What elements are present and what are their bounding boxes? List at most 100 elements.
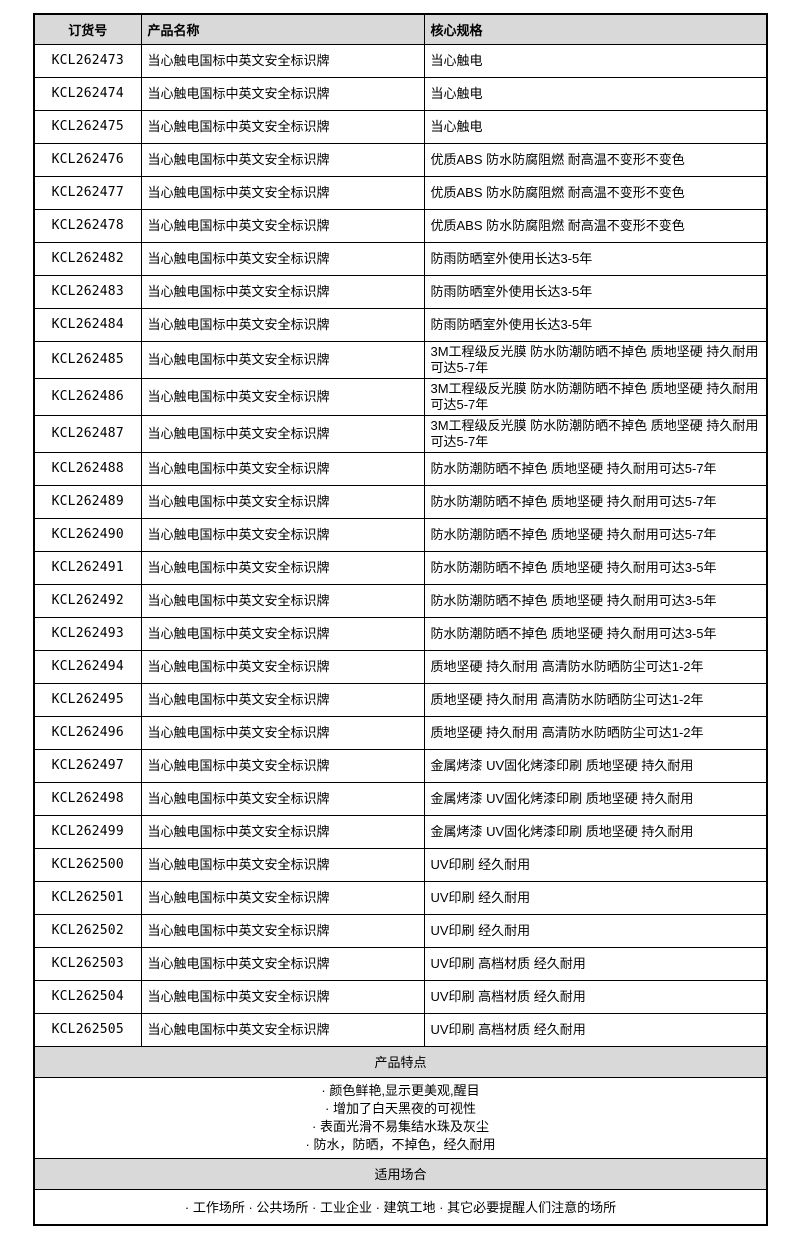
order-id-cell: KCL262491 — [33, 550, 142, 585]
product-name-cell: 当心触电国标中英文安全标识牌 — [140, 913, 425, 948]
spec-cell: 金属烤漆 UV固化烤漆印刷 质地坚硬 持久耐用 — [423, 748, 768, 783]
spec-cell: UV印刷 高档材质 经久耐用 — [423, 1012, 768, 1047]
spec-cell: UV印刷 高档材质 经久耐用 — [423, 979, 768, 1014]
product-name-cell: 当心触电国标中英文安全标识牌 — [140, 682, 425, 717]
product-name-cell: 当心触电国标中英文安全标识牌 — [140, 241, 425, 276]
order-id-cell: KCL262486 — [33, 377, 142, 416]
table-row: KCL262491 当心触电国标中英文安全标识牌 防水防潮防晒不掉色 质地坚硬 持久… — [33, 550, 768, 585]
spec-cell: 质地坚硬 持久耐用 高清防水防晒防尘可达1-2年 — [423, 682, 768, 717]
table-row: KCL262487 当心触电国标中英文安全标识牌 3M工程级反光膜 防水防潮防晒不掉… — [33, 414, 768, 453]
feature-item: · 颜色鲜艳,显示更美观,醒目 — [321, 1082, 480, 1098]
header-row: 订货号 产品名称 核心规格 — [33, 13, 768, 45]
column-header-order-id: 订货号 — [33, 13, 142, 45]
spec-cell: 优质ABS 防水防腐阻燃 耐高温不变形不变色 — [423, 208, 768, 243]
spec-cell: 防雨防晒室外使用长达3-5年 — [423, 274, 768, 309]
spec-cell: 质地坚硬 持久耐用 高清防水防晒防尘可达1-2年 — [423, 649, 768, 684]
order-id-cell: KCL262495 — [33, 682, 142, 717]
spec-cell: 防水防潮防晒不掉色 质地坚硬 持久耐用可达3-5年 — [423, 616, 768, 651]
table-row: KCL262496 当心触电国标中英文安全标识牌 质地坚硬 持久耐用 高清防水防晒防… — [33, 715, 768, 750]
product-name-cell: 当心触电国标中英文安全标识牌 — [140, 781, 425, 816]
spec-cell: UV印刷 经久耐用 — [423, 913, 768, 948]
column-header-product-name: 产品名称 — [140, 13, 425, 45]
table-body: KCL262473 当心触电国标中英文安全标识牌 当心触电 KCL262474 当心触电… — [33, 43, 768, 1047]
spec-cell: 优质ABS 防水防腐阻燃 耐高温不变形不变色 — [423, 142, 768, 177]
table-row: KCL262501 当心触电国标中英文安全标识牌 UV印刷 经久耐用 — [33, 880, 768, 915]
spec-cell: UV印刷 高档材质 经久耐用 — [423, 946, 768, 981]
table-row: KCL262484 当心触电国标中英文安全标识牌 防雨防晒室外使用长达3-5年 — [33, 307, 768, 342]
table-row: KCL262474 当心触电国标中英文安全标识牌 当心触电 — [33, 76, 768, 111]
features-list: · 颜色鲜艳,显示更美观,醒目 · 增加了白天黑夜的可视性 · 表面光滑不易集结水珠… — [41, 1082, 760, 1154]
product-name-cell: 当心触电国标中英文安全标识牌 — [140, 517, 425, 552]
product-name-cell: 当心触电国标中英文安全标识牌 — [140, 340, 425, 379]
table-row: KCL262477 当心触电国标中英文安全标识牌 优质ABS 防水防腐阻燃 耐高温不… — [33, 175, 768, 210]
product-name-cell: 当心触电国标中英文安全标识牌 — [140, 175, 425, 210]
order-id-cell: KCL262475 — [33, 109, 142, 144]
order-id-cell: KCL262483 — [33, 274, 142, 309]
feature-item: · 防水，防晒，不掉色，经久耐用 — [305, 1136, 496, 1152]
product-name-cell: 当心触电国标中英文安全标识牌 — [140, 307, 425, 342]
product-name-cell: 当心触电国标中英文安全标识牌 — [140, 880, 425, 915]
product-name-cell: 当心触电国标中英文安全标识牌 — [140, 377, 425, 416]
order-id-cell: KCL262493 — [33, 616, 142, 651]
table-row: KCL262499 当心触电国标中英文安全标识牌 金属烤漆 UV固化烤漆印刷 质地坚… — [33, 814, 768, 849]
order-id-cell: KCL262487 — [33, 414, 142, 453]
product-name-cell: 当心触电国标中英文安全标识牌 — [140, 979, 425, 1014]
order-id-cell: KCL262490 — [33, 517, 142, 552]
usage-text: · 工作场所 · 公共场所 · 工业企业 · 建筑工地 · 其它必要提醒人们注意… — [33, 1188, 768, 1226]
features-title-row: 产品特点 — [33, 1045, 768, 1078]
product-name-cell: 当心触电国标中英文安全标识牌 — [140, 109, 425, 144]
product-name-cell: 当心触电国标中英文安全标识牌 — [140, 484, 425, 519]
product-name-cell: 当心触电国标中英文安全标识牌 — [140, 847, 425, 882]
order-id-cell: KCL262489 — [33, 484, 142, 519]
spec-cell: 当心触电 — [423, 109, 768, 144]
table-row: KCL262493 当心触电国标中英文安全标识牌 防水防潮防晒不掉色 质地坚硬 持久… — [33, 616, 768, 651]
table-row: KCL262502 当心触电国标中英文安全标识牌 UV印刷 经久耐用 — [33, 913, 768, 948]
order-id-cell: KCL262484 — [33, 307, 142, 342]
order-id-cell: KCL262496 — [33, 715, 142, 750]
product-name-cell: 当心触电国标中英文安全标识牌 — [140, 208, 425, 243]
product-name-cell: 当心触电国标中英文安全标识牌 — [140, 748, 425, 783]
order-id-cell: KCL262478 — [33, 208, 142, 243]
table-row: KCL262494 当心触电国标中英文安全标识牌 质地坚硬 持久耐用 高清防水防晒防… — [33, 649, 768, 684]
order-id-cell: KCL262488 — [33, 451, 142, 486]
order-id-cell: KCL262502 — [33, 913, 142, 948]
usage-content-row: · 工作场所 · 公共场所 · 工业企业 · 建筑工地 · 其它必要提醒人们注意… — [33, 1188, 768, 1226]
order-id-cell: KCL262497 — [33, 748, 142, 783]
product-name-cell: 当心触电国标中英文安全标识牌 — [140, 43, 425, 78]
product-name-cell: 当心触电国标中英文安全标识牌 — [140, 274, 425, 309]
table-row: KCL262478 当心触电国标中英文安全标识牌 优质ABS 防水防腐阻燃 耐高温不… — [33, 208, 768, 243]
order-id-cell: KCL262476 — [33, 142, 142, 177]
product-name-cell: 当心触电国标中英文安全标识牌 — [140, 616, 425, 651]
order-id-cell: KCL262492 — [33, 583, 142, 618]
spec-cell: 金属烤漆 UV固化烤漆印刷 质地坚硬 持久耐用 — [423, 781, 768, 816]
feature-item: · 增加了白天黑夜的可视性 — [325, 1100, 476, 1116]
spec-cell: 3M工程级反光膜 防水防潮防晒不掉色 质地坚硬 持久耐用可达5-7年 — [423, 340, 768, 379]
order-id-cell: KCL262503 — [33, 946, 142, 981]
product-name-cell: 当心触电国标中英文安全标识牌 — [140, 715, 425, 750]
order-id-cell: KCL262473 — [33, 43, 142, 78]
spec-cell: 防水防潮防晒不掉色 质地坚硬 持久耐用可达3-5年 — [423, 583, 768, 618]
table-row: KCL262505 当心触电国标中英文安全标识牌 UV印刷 高档材质 经久耐用 — [33, 1012, 768, 1047]
spec-cell: 防雨防晒室外使用长达3-5年 — [423, 241, 768, 276]
table-row: KCL262473 当心触电国标中英文安全标识牌 当心触电 — [33, 43, 768, 78]
spec-cell: 防雨防晒室外使用长达3-5年 — [423, 307, 768, 342]
spec-cell: 防水防潮防晒不掉色 质地坚硬 持久耐用可达5-7年 — [423, 484, 768, 519]
table-row: KCL262490 当心触电国标中英文安全标识牌 防水防潮防晒不掉色 质地坚硬 持久… — [33, 517, 768, 552]
table-row: KCL262489 当心触电国标中英文安全标识牌 防水防潮防晒不掉色 质地坚硬 持久… — [33, 484, 768, 519]
order-id-cell: KCL262505 — [33, 1012, 142, 1047]
table-header: 订货号 产品名称 核心规格 — [33, 13, 768, 45]
usage-section-title: 适用场合 — [33, 1157, 768, 1190]
table-row: KCL262488 当心触电国标中英文安全标识牌 防水防潮防晒不掉色 质地坚硬 持久… — [33, 451, 768, 486]
features-content-row: · 颜色鲜艳,显示更美观,醒目 · 增加了白天黑夜的可视性 · 表面光滑不易集结水珠… — [33, 1076, 768, 1159]
product-name-cell: 当心触电国标中英文安全标识牌 — [140, 649, 425, 684]
spec-cell: 3M工程级反光膜 防水防潮防晒不掉色 质地坚硬 持久耐用可达5-7年 — [423, 414, 768, 453]
spec-cell: 防水防潮防晒不掉色 质地坚硬 持久耐用可达3-5年 — [423, 550, 768, 585]
product-name-cell: 当心触电国标中英文安全标识牌 — [140, 76, 425, 111]
table-row: KCL262504 当心触电国标中英文安全标识牌 UV印刷 高档材质 经久耐用 — [33, 979, 768, 1014]
column-header-core-spec: 核心规格 — [423, 13, 768, 45]
table-row: KCL262486 当心触电国标中英文安全标识牌 3M工程级反光膜 防水防潮防晒不掉… — [33, 377, 768, 416]
product-spec-table: 订货号 产品名称 核心规格 KCL262473 当心触电国标中英文安全标识牌 当心触… — [33, 13, 768, 1226]
spec-cell: UV印刷 经久耐用 — [423, 880, 768, 915]
order-id-cell: KCL262501 — [33, 880, 142, 915]
spec-cell: 3M工程级反光膜 防水防潮防晒不掉色 质地坚硬 持久耐用可达5-7年 — [423, 377, 768, 416]
